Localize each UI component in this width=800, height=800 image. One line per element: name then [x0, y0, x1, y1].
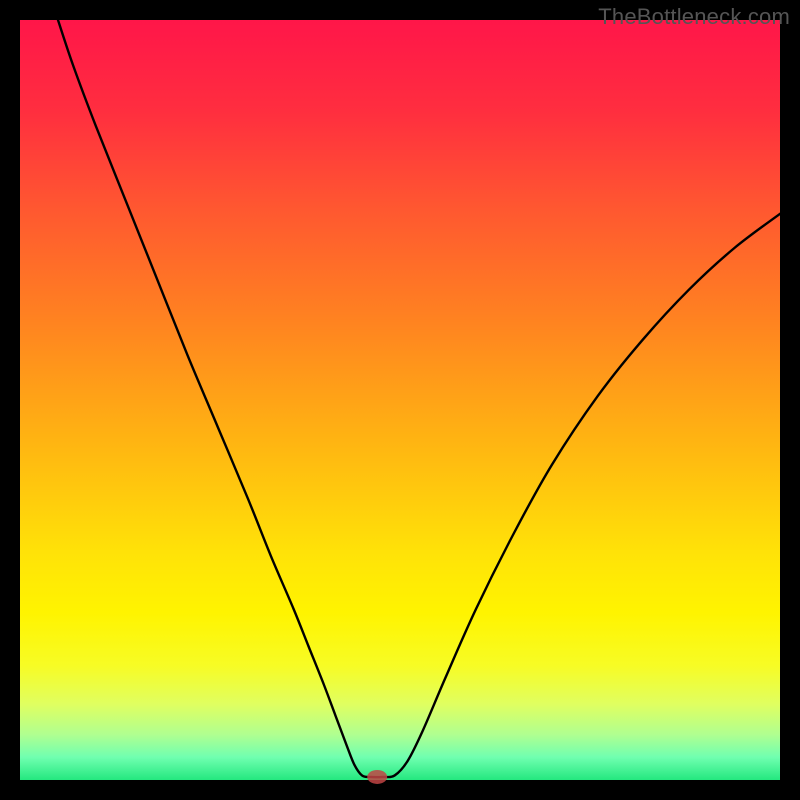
plot-background-gradient [20, 20, 780, 780]
minimum-marker [367, 770, 387, 784]
watermark-text: TheBottleneck.com [598, 4, 790, 30]
bottleneck-chart [0, 0, 800, 800]
